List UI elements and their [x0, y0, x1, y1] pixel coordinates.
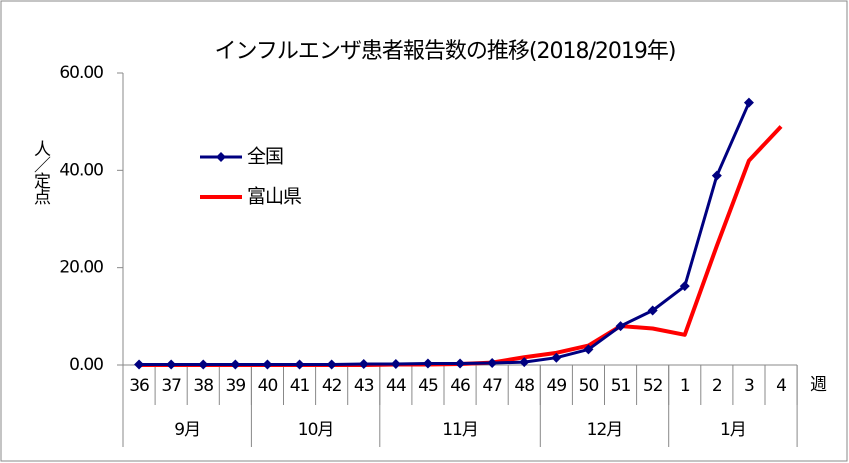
x-tick-label: 48	[514, 376, 534, 396]
x-tick-label: 39	[226, 376, 246, 396]
x-tick-label: 52	[643, 376, 663, 396]
group-label: 9月	[174, 420, 200, 440]
point-marker	[422, 358, 433, 369]
group-label: 10月	[298, 420, 334, 440]
x-tick-label: 46	[450, 376, 470, 396]
y-tick-label: 20.00	[59, 258, 103, 278]
x-tick-label: 44	[386, 376, 406, 396]
series-line	[139, 102, 751, 367]
point-marker	[551, 352, 562, 363]
point-marker	[647, 305, 658, 316]
point-marker	[230, 359, 241, 370]
x-tick-label: 41	[290, 376, 310, 396]
x-tick-label: 38	[193, 376, 213, 396]
x-tick-label: 45	[418, 376, 438, 396]
x-tick-label: 51	[611, 376, 631, 396]
point-marker	[583, 344, 594, 355]
x-tick-label: 50	[579, 376, 599, 396]
x-tick-label: 36	[129, 376, 149, 396]
x-tick-label: 3	[744, 376, 754, 396]
x-tick-label: 49	[547, 376, 567, 396]
point-marker	[166, 359, 177, 370]
point-marker	[262, 359, 273, 370]
y-tick-label: 60.00	[59, 63, 103, 83]
x-tick-label: 1	[680, 376, 690, 396]
point-marker	[615, 321, 626, 332]
y-tick-label: 40.00	[59, 160, 103, 180]
x-axis-label: 週	[810, 375, 827, 395]
point-marker	[358, 359, 369, 370]
point-marker	[743, 97, 754, 108]
legend-marker	[216, 152, 226, 162]
y-tick-label: 0.00	[69, 355, 103, 375]
x-tick-label: 4	[776, 376, 786, 396]
chart-title: インフルエンザ患者報告数の推移(2018/2019年)	[215, 39, 676, 64]
point-marker	[294, 359, 305, 370]
point-marker	[390, 359, 401, 370]
point-marker	[134, 359, 145, 370]
point-marker	[519, 357, 530, 368]
point-marker	[326, 359, 337, 370]
x-tick-label: 47	[482, 376, 502, 396]
legend-label: 富山県	[247, 186, 302, 208]
x-tick-label: 40	[258, 376, 278, 396]
group-label: 12月	[587, 420, 623, 440]
point-marker	[455, 358, 466, 369]
x-tick-label: 42	[322, 376, 342, 396]
x-tick-label: 43	[354, 376, 374, 396]
point-marker	[198, 359, 209, 370]
point-marker	[487, 358, 498, 369]
legend-label: 全国	[247, 146, 283, 168]
x-tick-label: 2	[712, 376, 722, 396]
group-label: 11月	[442, 420, 478, 440]
point-marker	[711, 170, 722, 181]
point-marker	[679, 281, 690, 292]
y-axis-label: 人／定点	[30, 140, 51, 205]
group-label: 1月	[720, 420, 746, 440]
x-tick-label: 37	[161, 376, 181, 396]
